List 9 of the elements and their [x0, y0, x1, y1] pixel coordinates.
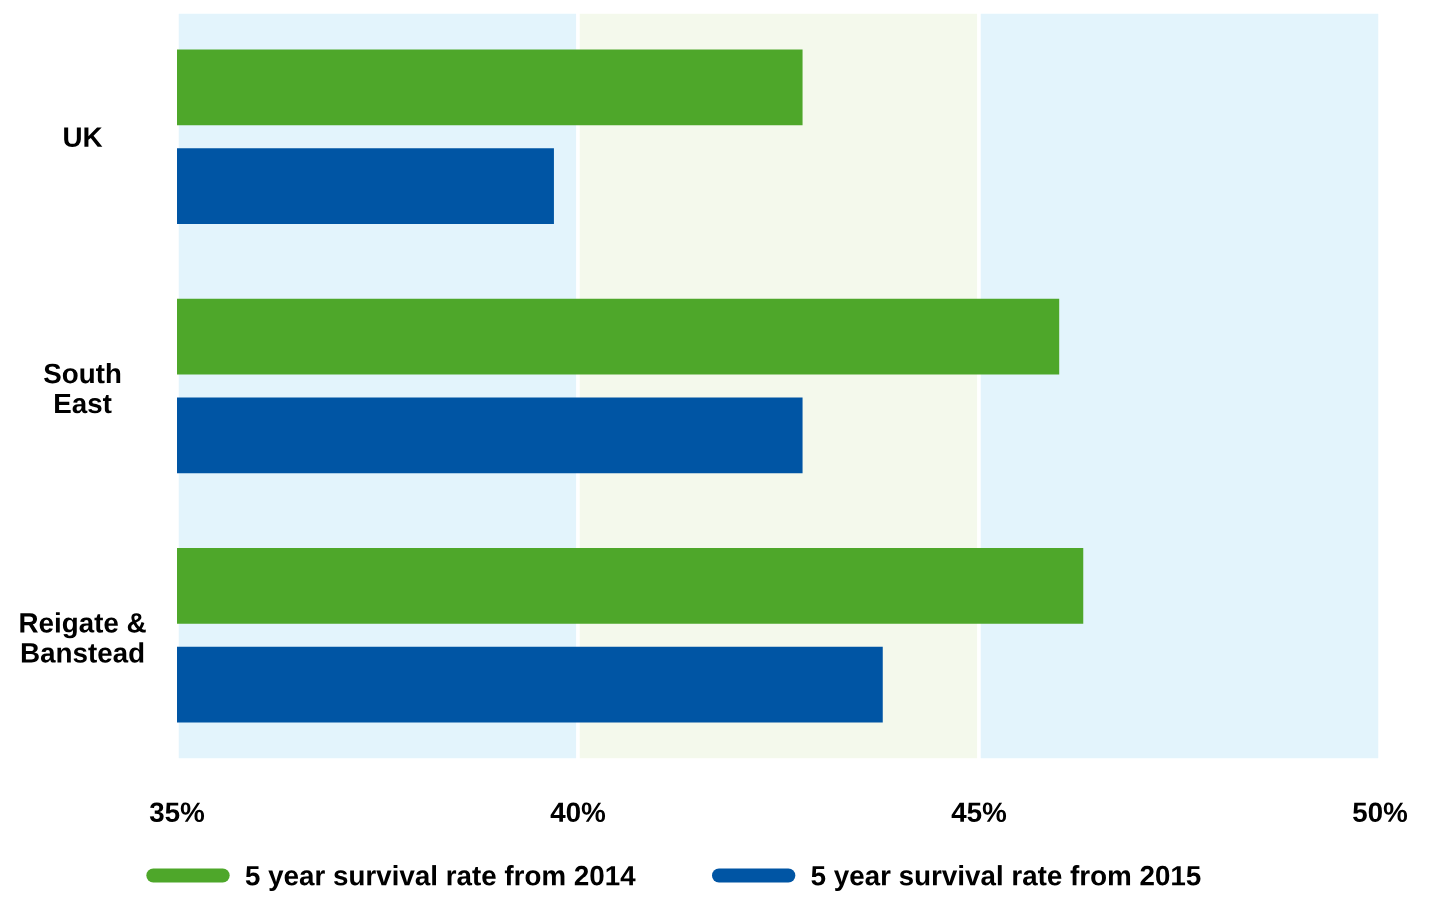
- y-tick-label: UK: [64, 127, 103, 148]
- x-tick-label: 35%: [149, 802, 205, 823]
- y-tick-label: Reigate & Banstead: [20, 612, 146, 663]
- x-tick-label: 50%: [1353, 802, 1408, 823]
- x-tick-label: 45%: [951, 802, 1007, 823]
- legend-label: 5 year survival rate from 2015: [811, 865, 1201, 891]
- y-tick-label: South East: [44, 362, 121, 414]
- legend-label: 5 year survival rate from 2014: [245, 865, 636, 891]
- x-tick-label: 40%: [550, 802, 606, 823]
